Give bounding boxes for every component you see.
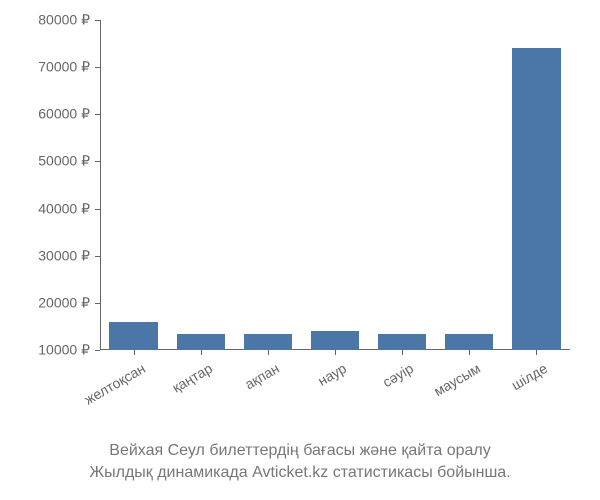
bar bbox=[177, 334, 225, 351]
bar bbox=[445, 334, 493, 351]
y-tick-label: 10000 ₽ bbox=[38, 342, 90, 359]
x-axis: желтоқсанқаңтарақпаннаурсәуірмаусымшілде bbox=[100, 350, 570, 430]
y-tick-label: 30000 ₽ bbox=[38, 247, 90, 264]
y-tick-label: 80000 ₽ bbox=[38, 12, 90, 29]
chart-caption: Вейхая Сеул билеттердің бағасы және қайт… bbox=[0, 440, 600, 485]
y-axis: 10000 ₽20000 ₽30000 ₽40000 ₽50000 ₽60000… bbox=[0, 20, 100, 350]
bar bbox=[512, 48, 560, 350]
bar bbox=[244, 334, 292, 351]
caption-line-2: Жылдық динамикада Avticket.kz статистика… bbox=[0, 462, 600, 484]
y-tick-label: 20000 ₽ bbox=[38, 294, 90, 311]
bars-group bbox=[100, 20, 570, 350]
bar bbox=[109, 322, 157, 350]
price-chart: 10000 ₽ 20000 ₽ 30000 ₽ 40000 ₽ 50000 ₽ 60000… bbox=[0, 0, 600, 500]
y-tick-label: 50000 ₽ bbox=[38, 153, 90, 170]
bar bbox=[378, 334, 426, 351]
caption-line-1: Вейхая Сеул билеттердің бағасы және қайт… bbox=[0, 440, 600, 462]
plot-area bbox=[100, 20, 570, 350]
y-tick-label: 40000 ₽ bbox=[38, 200, 90, 217]
y-tick-label: 60000 ₽ bbox=[38, 106, 90, 123]
bar bbox=[311, 331, 359, 350]
y-tick-label: 70000 ₽ bbox=[38, 59, 90, 76]
